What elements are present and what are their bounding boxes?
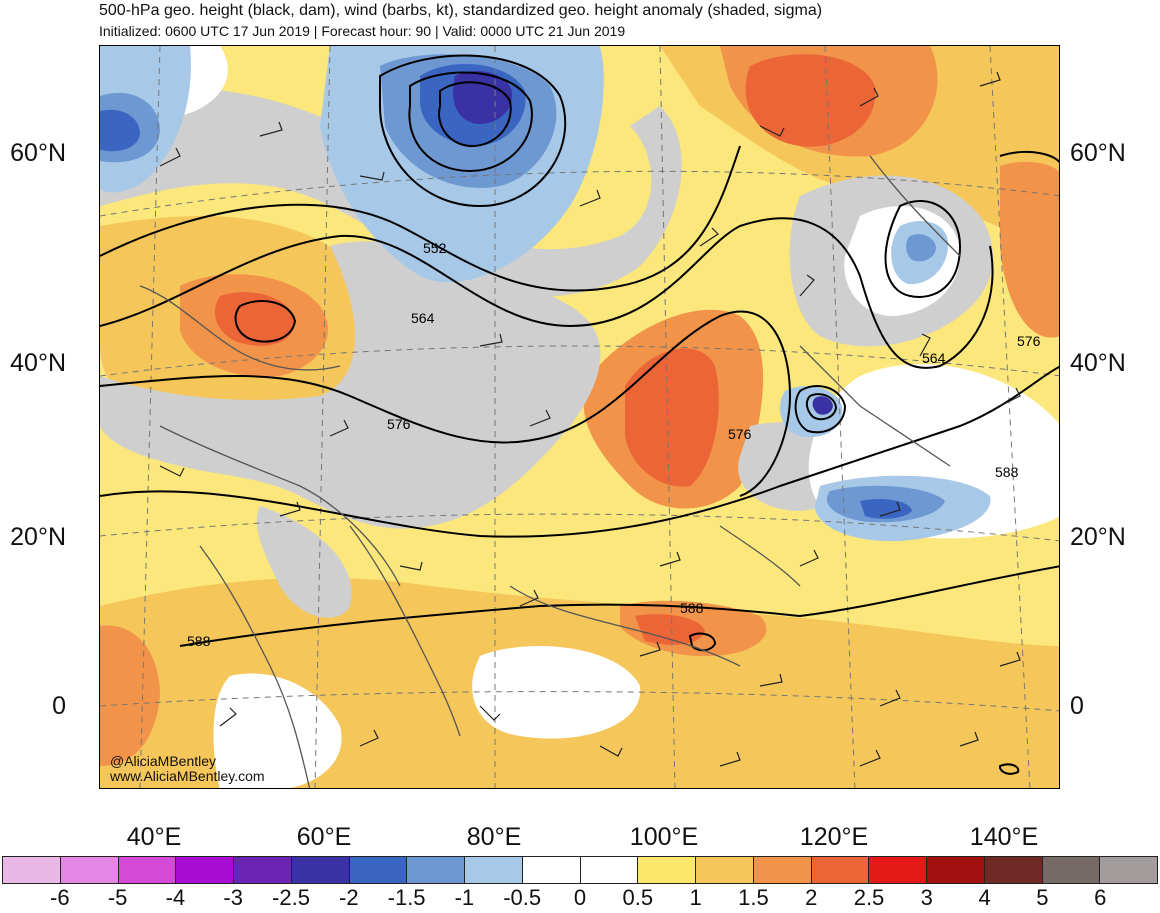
contour-label: 588 [187,633,211,649]
contour-label: 564 [411,310,435,326]
lat-label-left: 20°N [10,523,66,551]
colorbar-swatch [406,856,465,884]
anomaly-red-china [625,348,719,487]
colorbar-tick-label: -2.5 [272,885,310,910]
anomaly-gray-south [256,506,352,618]
anomaly-blue-japan [906,234,936,262]
height-contours [100,54,1059,775]
wind-barbs [159,71,1021,767]
lat-label-left: 0 [52,692,66,720]
lon-label: 100°E [629,823,699,851]
contour-label: 576 [728,426,752,442]
graticule [100,46,1059,788]
contour-label-group: 552 564 576 576 564 576 588 588 588 [187,240,1041,649]
colorbar-swatch [233,856,292,884]
coastlines [139,155,961,788]
colorbar-tick-label: -6 [50,885,70,910]
colorbar-tick-label: 0.5 [622,885,654,910]
lon-label: 40°E [126,823,182,851]
colorbar-tick-label: 1 [689,885,702,910]
colorbar-tick-label: -3 [223,885,243,910]
colorbar-tick-label: 6 [1094,885,1107,910]
lon-label: 120°E [799,823,869,851]
lat-label-right: 0 [1070,692,1084,720]
anomaly-gray-central [100,241,601,529]
contour-label: 588 [680,600,704,616]
contour-label: 576 [387,416,411,432]
map-panel: 552 564 576 576 564 576 588 588 588 [99,45,1060,789]
credit-site: www.AliciaMBentley.com [110,768,265,784]
colorbar-swatch [1099,856,1158,884]
anomaly-orange-east [1000,161,1059,338]
colorbar-swatch [926,856,985,884]
colorbar-swatch [810,856,870,884]
contour-label: 576 [1017,333,1041,349]
map-title: 500-hPa geo. height (black, dam), wind (… [99,2,823,19]
contour-label: 564 [922,350,946,366]
lon-label: 140°E [969,823,1039,851]
colorbar [2,856,1158,884]
anomaly-red-sea [635,614,705,645]
contour-label: 552 [423,240,447,256]
anomaly-navy-korea [812,396,833,415]
map-subtitle: Initialized: 0600 UTC 17 Jun 2019 | Fore… [99,23,626,39]
colorbar-tick-label: 3 [920,885,933,910]
credit-handle: @AliciaMBentley [110,753,217,769]
colorbar-tick-label: -4 [165,885,186,910]
anomaly-darkblue-west [100,109,140,152]
colorbar-swatch [1041,856,1101,884]
colorbar-swatch [637,856,696,884]
colorbar-swatch [2,856,61,884]
colorbar-tick-label: -1 [454,885,475,910]
anomaly-white-arabia [213,673,342,788]
anomaly-darkblue-pacific [860,499,912,519]
colorbar-tick-label: -2 [339,885,359,910]
colorbar-swatch [175,856,234,884]
lon-label: 80°E [466,823,522,851]
anomaly-red-north [745,54,876,147]
colorbar-tick-label: 5 [1036,885,1049,910]
colorbar-tick-label: -0.5 [503,885,542,910]
anomaly-orange-sw [100,625,160,766]
colorbar-tick-label: 1.5 [738,885,769,910]
colorbar-tick-label: -1.5 [387,885,426,910]
colorbar-tick-label: 2 [805,885,818,910]
colorbar-tick-label: 2.5 [853,885,885,910]
lat-label-right: 40°N [1070,349,1126,377]
lat-label-left: 40°N [10,349,66,377]
anomaly-red-west [215,292,295,346]
anomaly-map: 552 564 576 576 564 576 588 588 588 [100,46,1059,788]
colorbar-tick-label: 0 [573,885,587,910]
colorbar-ticks: -6 -5 -4 -3 -2.5 -2 -1.5 -1 -0.5 0 0.5 1 1.5 2 2.5 3 4 5 6 [0,885,1160,913]
colorbar-swatch [983,856,1043,884]
colorbar-swatch [579,856,639,884]
colorbar-tick-label: -5 [107,885,128,910]
colorbar-swatch [752,856,812,884]
lat-label-right: 60°N [1070,139,1126,167]
lat-label-left: 60°N [10,139,66,167]
colorbar-swatch [695,856,754,884]
colorbar-swatch [868,856,927,884]
contour-label: 588 [995,464,1019,480]
anomaly-white-indian [472,646,641,739]
colorbar-tick-label: 4 [978,885,991,910]
lat-label-right: 20°N [1070,523,1126,551]
anomaly-navy-north [452,71,513,124]
colorbar-swatch [290,856,350,884]
colorbar-swatch [348,856,408,884]
colorbar-swatch [59,856,119,884]
colorbar-swatch [521,856,581,884]
colorbar-swatch [117,856,177,884]
lon-label: 60°E [296,823,352,851]
colorbar-swatch [464,856,523,884]
